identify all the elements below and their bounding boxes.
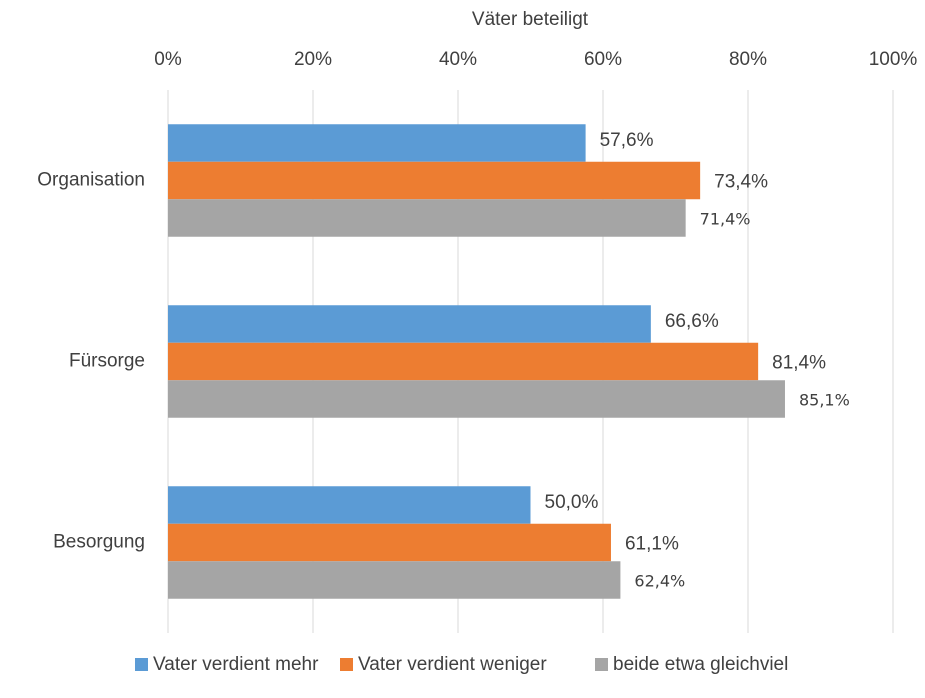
bar [168, 523, 611, 562]
bar [168, 161, 701, 200]
data-label: 50,0% [545, 492, 599, 513]
bar [168, 124, 586, 162]
legend-swatch [595, 658, 608, 671]
x-tick-label: 100% [869, 49, 918, 70]
x-tick-label: 60% [584, 49, 622, 70]
data-label: 57,6% [600, 130, 654, 151]
x-tick-label: 80% [729, 49, 767, 70]
data-label: 66,6% [665, 311, 719, 332]
legend-label: Vater verdient weniger [358, 654, 547, 675]
y-tick-label: Fürsorge [69, 351, 145, 372]
bar [168, 380, 785, 418]
y-tick-label: Besorgung [53, 532, 145, 553]
x-tick-label: 0% [154, 49, 182, 70]
legend-label: beide etwa gleichviel [613, 654, 788, 675]
legend-swatch [340, 658, 353, 671]
data-label: 62,4% [634, 572, 685, 591]
x-axis-title: Väter beteiligt [472, 9, 589, 30]
data-label: 81,4% [772, 353, 826, 374]
x-tick-label: 40% [439, 49, 477, 70]
data-label: 71,4% [700, 210, 751, 229]
bar [168, 199, 686, 237]
bar [168, 561, 621, 599]
bar [168, 305, 651, 343]
x-tick-label: 20% [294, 49, 332, 70]
bar [168, 342, 759, 381]
data-label: 85,1% [799, 391, 850, 410]
data-label: 61,1% [625, 534, 679, 555]
legend-swatch [135, 658, 148, 671]
y-tick-label: Organisation [37, 170, 145, 191]
data-label: 73,4% [714, 172, 768, 193]
bar [168, 486, 531, 524]
legend-label: Vater verdient mehr [153, 654, 319, 675]
